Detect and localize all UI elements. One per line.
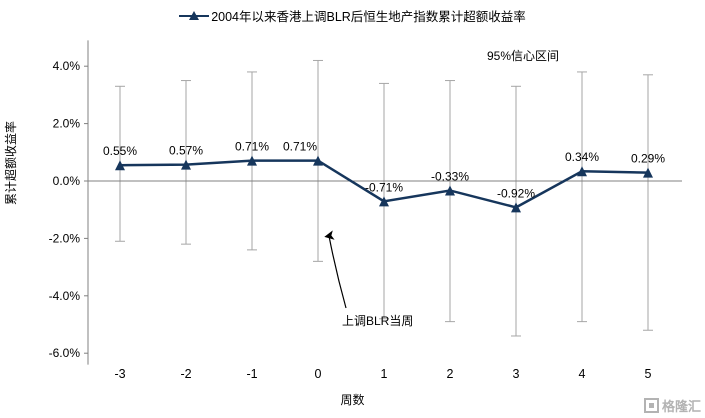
data-point-marker xyxy=(247,155,257,166)
data-point-marker xyxy=(181,159,191,170)
data-point-label: -0.92% xyxy=(497,186,535,200)
data-point-marker xyxy=(379,196,389,207)
x-tick-label: -2 xyxy=(180,367,191,381)
event-annotation: 上调BLR当周 xyxy=(342,314,414,328)
data-point-marker xyxy=(643,167,653,178)
y-tick-label: -4.0% xyxy=(49,289,81,303)
watermark-text: 格隆汇 xyxy=(661,399,701,414)
chart-legend: 2004年以来香港上调BLR后恒生地产指数累计超额收益率 xyxy=(0,6,705,25)
data-point-label: 0.71% xyxy=(235,140,269,154)
x-tick-label: 4 xyxy=(579,367,586,381)
y-tick-label: 2.0% xyxy=(53,117,81,131)
data-point-marker xyxy=(313,155,323,166)
x-tick-label: -1 xyxy=(246,367,257,381)
x-tick-label: 1 xyxy=(381,367,388,381)
x-tick-label: 2 xyxy=(447,367,454,381)
x-axis-title: 周数 xyxy=(340,393,365,407)
legend-label: 2004年以来香港上调BLR后恒生地产指数累计超额收益率 xyxy=(211,10,526,24)
x-tick-label: -3 xyxy=(114,367,125,381)
x-tick-label: 0 xyxy=(315,367,322,381)
data-point-marker xyxy=(115,160,125,171)
data-point-marker xyxy=(511,202,521,213)
x-tick-label: 3 xyxy=(513,367,520,381)
x-tick-label: 5 xyxy=(645,367,652,381)
watermark: 格隆汇 xyxy=(643,396,701,415)
data-point-label: -0.71% xyxy=(365,180,403,194)
data-point-label: 0.55% xyxy=(103,144,137,158)
data-point-marker xyxy=(577,166,587,177)
annotation-arrow xyxy=(324,230,347,309)
data-point-label: 0.71% xyxy=(283,140,317,154)
y-tick-label: 0.0% xyxy=(53,174,81,188)
data-point-label: 0.34% xyxy=(565,150,599,164)
legend-line-triangle-icon xyxy=(179,10,210,20)
data-point-label: 0.57% xyxy=(169,144,203,158)
data-point-label: -0.33% xyxy=(431,169,469,183)
y-tick-label: -2.0% xyxy=(49,231,81,245)
y-tick-label: -6.0% xyxy=(49,346,81,360)
y-tick-label: 4.0% xyxy=(53,59,81,73)
data-point-label: 0.29% xyxy=(631,152,665,166)
data-point-marker xyxy=(445,185,455,196)
watermark-logo-icon xyxy=(643,398,659,413)
confidence-interval-note: 95%信心区间 xyxy=(487,49,560,63)
